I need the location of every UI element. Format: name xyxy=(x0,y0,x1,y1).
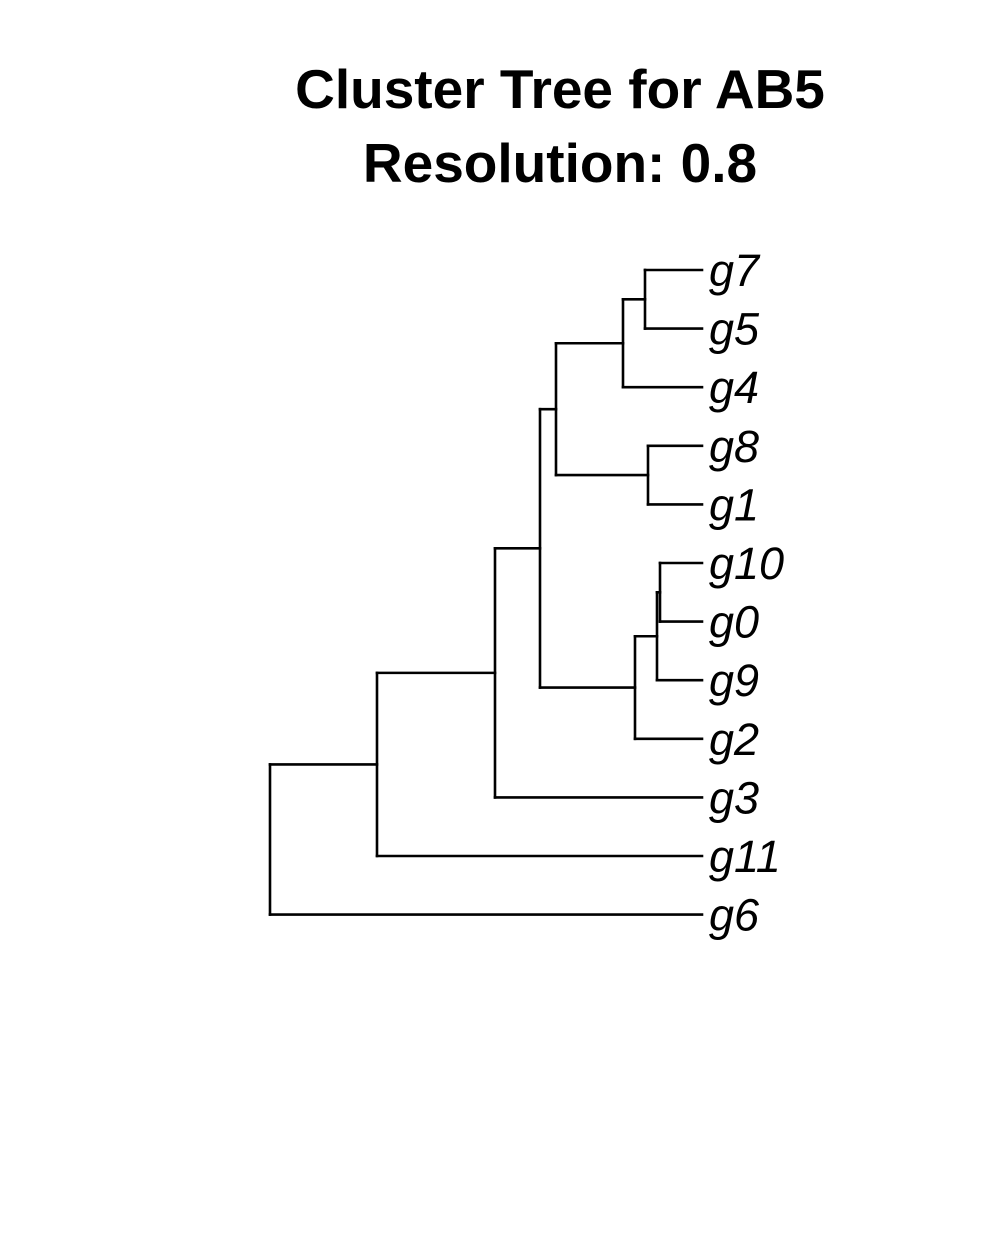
leaf-label-g2: g2 xyxy=(709,714,759,765)
leaf-label-g0: g0 xyxy=(709,597,759,648)
leaf-label-g9: g9 xyxy=(709,655,759,706)
leaf-label-g4: g4 xyxy=(709,362,759,413)
leaf-label-g6: g6 xyxy=(709,890,760,941)
leaf-label-g3: g3 xyxy=(709,772,759,823)
leaf-label-g11: g11 xyxy=(709,831,781,882)
leaf-label-g5: g5 xyxy=(709,304,760,355)
leaf-label-g8: g8 xyxy=(709,421,759,472)
leaf-label-g10: g10 xyxy=(709,538,784,589)
chart-title-line-1: Cluster Tree for AB5 xyxy=(295,58,825,120)
leaf-label-g1: g1 xyxy=(709,479,759,530)
leaf-label-g7: g7 xyxy=(709,245,761,296)
chart-title-line-2: Resolution: 0.8 xyxy=(362,132,758,194)
